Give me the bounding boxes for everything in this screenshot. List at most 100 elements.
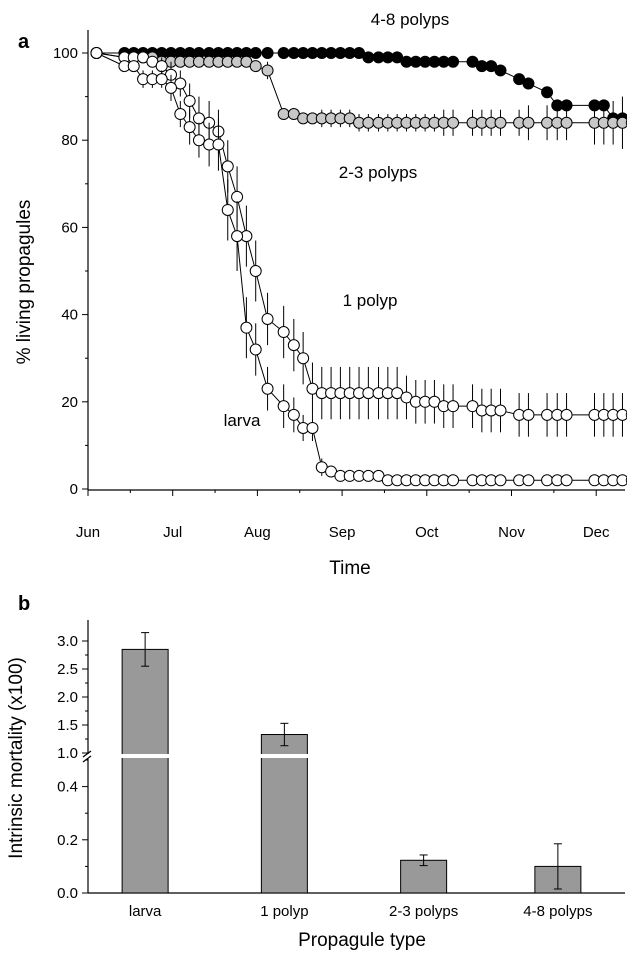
data-point xyxy=(249,47,262,59)
data-point xyxy=(560,474,573,487)
x-tick-label: Oct xyxy=(415,524,439,541)
data-point xyxy=(616,474,627,487)
data-point xyxy=(277,108,290,121)
y-axis-label-b: Intrinsic mortality (x100) xyxy=(6,657,27,859)
data-point xyxy=(560,116,573,129)
y-tick-label: 2.0 xyxy=(57,689,78,706)
category-label: 1 polyp xyxy=(260,903,308,920)
data-point xyxy=(261,382,274,395)
data-point xyxy=(541,116,554,129)
series-annotation: 4-8 polyps xyxy=(371,10,449,29)
y-ticks: 0 20 40 60 80 100 xyxy=(53,45,88,498)
y-ticks-b: 0.0 0.2 0.4 1.0 1.5 2.0 2.5 3.0 xyxy=(57,633,88,902)
data-point xyxy=(616,408,627,421)
x-tick-label: Jul xyxy=(163,524,182,541)
data-point xyxy=(174,108,187,121)
data-point xyxy=(277,326,290,339)
axis-break-mark xyxy=(82,750,92,758)
y-tick-label: 60 xyxy=(61,219,78,236)
data-point xyxy=(494,116,507,129)
data-point xyxy=(192,134,205,147)
data-point xyxy=(221,203,234,216)
series-larva xyxy=(90,47,627,487)
data-point xyxy=(165,81,178,94)
bar-group xyxy=(534,843,582,894)
y-tick-label: 40 xyxy=(61,307,78,324)
bar xyxy=(260,734,308,894)
data-point xyxy=(306,421,319,434)
data-point xyxy=(297,352,310,365)
x-tick-label: Aug xyxy=(244,524,271,541)
data-point xyxy=(183,121,196,134)
series-polyp48 xyxy=(90,47,627,127)
annotations: 4-8 polyps 2-3 polyps 1 polyp larva xyxy=(224,10,450,430)
x-tick-label: Sep xyxy=(329,524,356,541)
y-tick-label: 0 xyxy=(70,481,78,498)
data-point xyxy=(447,474,460,487)
category-label: 4-8 polyps xyxy=(523,903,592,920)
data-point xyxy=(287,339,300,352)
category-labels: larva 1 polyp 2-3 polyps 4-8 polyps xyxy=(129,903,593,920)
x-tick-label: Nov xyxy=(498,524,525,541)
data-point xyxy=(261,312,274,325)
axis-break-mark xyxy=(82,755,92,763)
data-point xyxy=(221,160,234,173)
data-point xyxy=(494,404,507,417)
data-point xyxy=(494,474,507,487)
data-point xyxy=(249,343,262,356)
bar xyxy=(121,648,169,894)
data-point xyxy=(560,408,573,421)
data-point xyxy=(522,474,535,487)
series-annotation: 2-3 polyps xyxy=(339,163,417,182)
bar-chart-panel-b: b Intrinsic mortality (x100) Propagule t… xyxy=(6,593,625,951)
data-point xyxy=(541,86,554,99)
data-point xyxy=(183,94,196,107)
series-group xyxy=(90,47,627,487)
data-point xyxy=(231,230,244,243)
y-tick-label: 1.0 xyxy=(57,745,78,762)
line-chart-panel-a: a % living propagules Time 020406080100 … xyxy=(14,10,627,579)
y-tick-label: 3.0 xyxy=(57,633,78,650)
data-point xyxy=(155,73,168,86)
category-label: larva xyxy=(129,903,162,920)
data-point xyxy=(541,408,554,421)
y-tick-label: 0.4 xyxy=(57,779,78,796)
data-point xyxy=(522,77,535,90)
panel-b-label: b xyxy=(18,593,30,615)
y-tick-label: 0.2 xyxy=(57,832,78,849)
data-point xyxy=(261,64,274,77)
bar-group xyxy=(260,722,309,894)
y-tick-label: 80 xyxy=(61,132,78,149)
data-point xyxy=(447,55,460,68)
data-point xyxy=(494,64,507,77)
data-point xyxy=(192,112,205,125)
x-ticks: Jun Jul Aug Sep Oct Nov Dec xyxy=(76,490,610,541)
x-axis-label: Time xyxy=(329,558,371,579)
data-point xyxy=(277,400,290,413)
data-point xyxy=(447,400,460,413)
y-axis-label: % living propagules xyxy=(14,200,35,365)
data-point xyxy=(522,408,535,421)
y-tick-label: 20 xyxy=(61,394,78,411)
data-point xyxy=(212,138,225,151)
series-annotation: 1 polyp xyxy=(343,291,398,310)
y-tick-label: 100 xyxy=(53,45,78,62)
data-point xyxy=(362,116,375,129)
bar-break xyxy=(260,754,309,758)
data-point xyxy=(127,60,140,73)
data-point xyxy=(522,116,535,129)
panel-a-label: a xyxy=(18,31,30,53)
category-label: 2-3 polyps xyxy=(389,903,458,920)
series-annotation: larva xyxy=(224,411,261,430)
data-point xyxy=(231,190,244,203)
x-tick-label: Jun xyxy=(76,524,100,541)
data-point xyxy=(249,60,262,73)
series-polyp1 xyxy=(90,47,627,437)
bar-group xyxy=(400,854,448,894)
data-point xyxy=(362,387,375,400)
x-axis-label-b: Propagule type xyxy=(298,930,426,951)
data-point xyxy=(90,47,103,59)
bars xyxy=(121,632,582,894)
x-tick-label: Dec xyxy=(583,524,610,541)
